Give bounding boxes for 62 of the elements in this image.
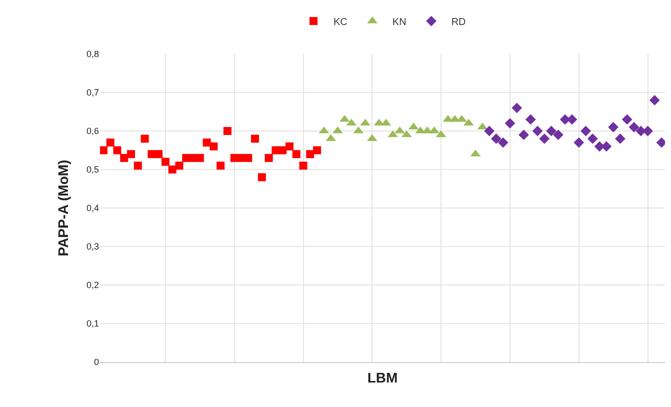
point <box>100 146 108 154</box>
point <box>608 122 619 132</box>
point <box>615 134 626 144</box>
point <box>622 114 632 125</box>
point <box>574 137 584 148</box>
point <box>106 138 114 147</box>
y-tick-label: 0,6 <box>86 126 99 136</box>
point <box>498 137 508 148</box>
point <box>216 162 225 170</box>
legend-label: KC <box>334 16 348 28</box>
point <box>580 126 591 136</box>
legend-label: KN <box>392 16 406 28</box>
point <box>251 134 260 143</box>
y-tick-label: 0,2 <box>86 280 99 290</box>
point <box>154 150 163 158</box>
y-tick-label: 0 <box>94 357 99 368</box>
point <box>484 126 494 136</box>
point <box>539 134 550 144</box>
point <box>456 114 467 122</box>
y-tick-label: 0,8 <box>86 49 99 60</box>
point <box>490 134 502 144</box>
point <box>127 150 136 158</box>
point <box>196 154 204 162</box>
point <box>113 146 122 154</box>
point <box>285 142 294 150</box>
point <box>532 126 543 136</box>
point <box>642 126 653 136</box>
point <box>546 126 557 136</box>
y-axis-title: PAPP-A (MoM) <box>55 160 72 256</box>
point <box>360 118 370 126</box>
point <box>258 173 266 182</box>
point <box>649 95 660 106</box>
point <box>306 150 314 158</box>
y-tick-label: 0,5 <box>86 164 99 175</box>
point <box>244 154 252 162</box>
point <box>553 130 564 140</box>
point <box>518 130 529 140</box>
y-tick-label: 0,7 <box>86 88 99 98</box>
legend-label: RD <box>451 16 466 28</box>
point <box>299 162 308 170</box>
point <box>587 134 598 144</box>
x-axis-title: LBM <box>367 369 398 386</box>
point <box>120 154 128 162</box>
point <box>264 154 273 162</box>
point <box>292 150 300 158</box>
point <box>210 142 218 150</box>
point <box>161 158 170 166</box>
point <box>134 162 142 170</box>
point <box>525 114 536 125</box>
y-tick-label: 0,3 <box>86 242 99 252</box>
point <box>313 146 322 154</box>
point <box>278 146 287 154</box>
y-tick-label: 0,1 <box>86 318 99 329</box>
point <box>223 127 232 135</box>
point <box>628 122 640 132</box>
point <box>168 166 176 174</box>
point <box>202 138 211 147</box>
point <box>504 118 516 128</box>
point <box>175 162 184 170</box>
point <box>512 102 522 114</box>
point <box>140 134 149 143</box>
y-tick-label: 0,4 <box>86 203 99 214</box>
